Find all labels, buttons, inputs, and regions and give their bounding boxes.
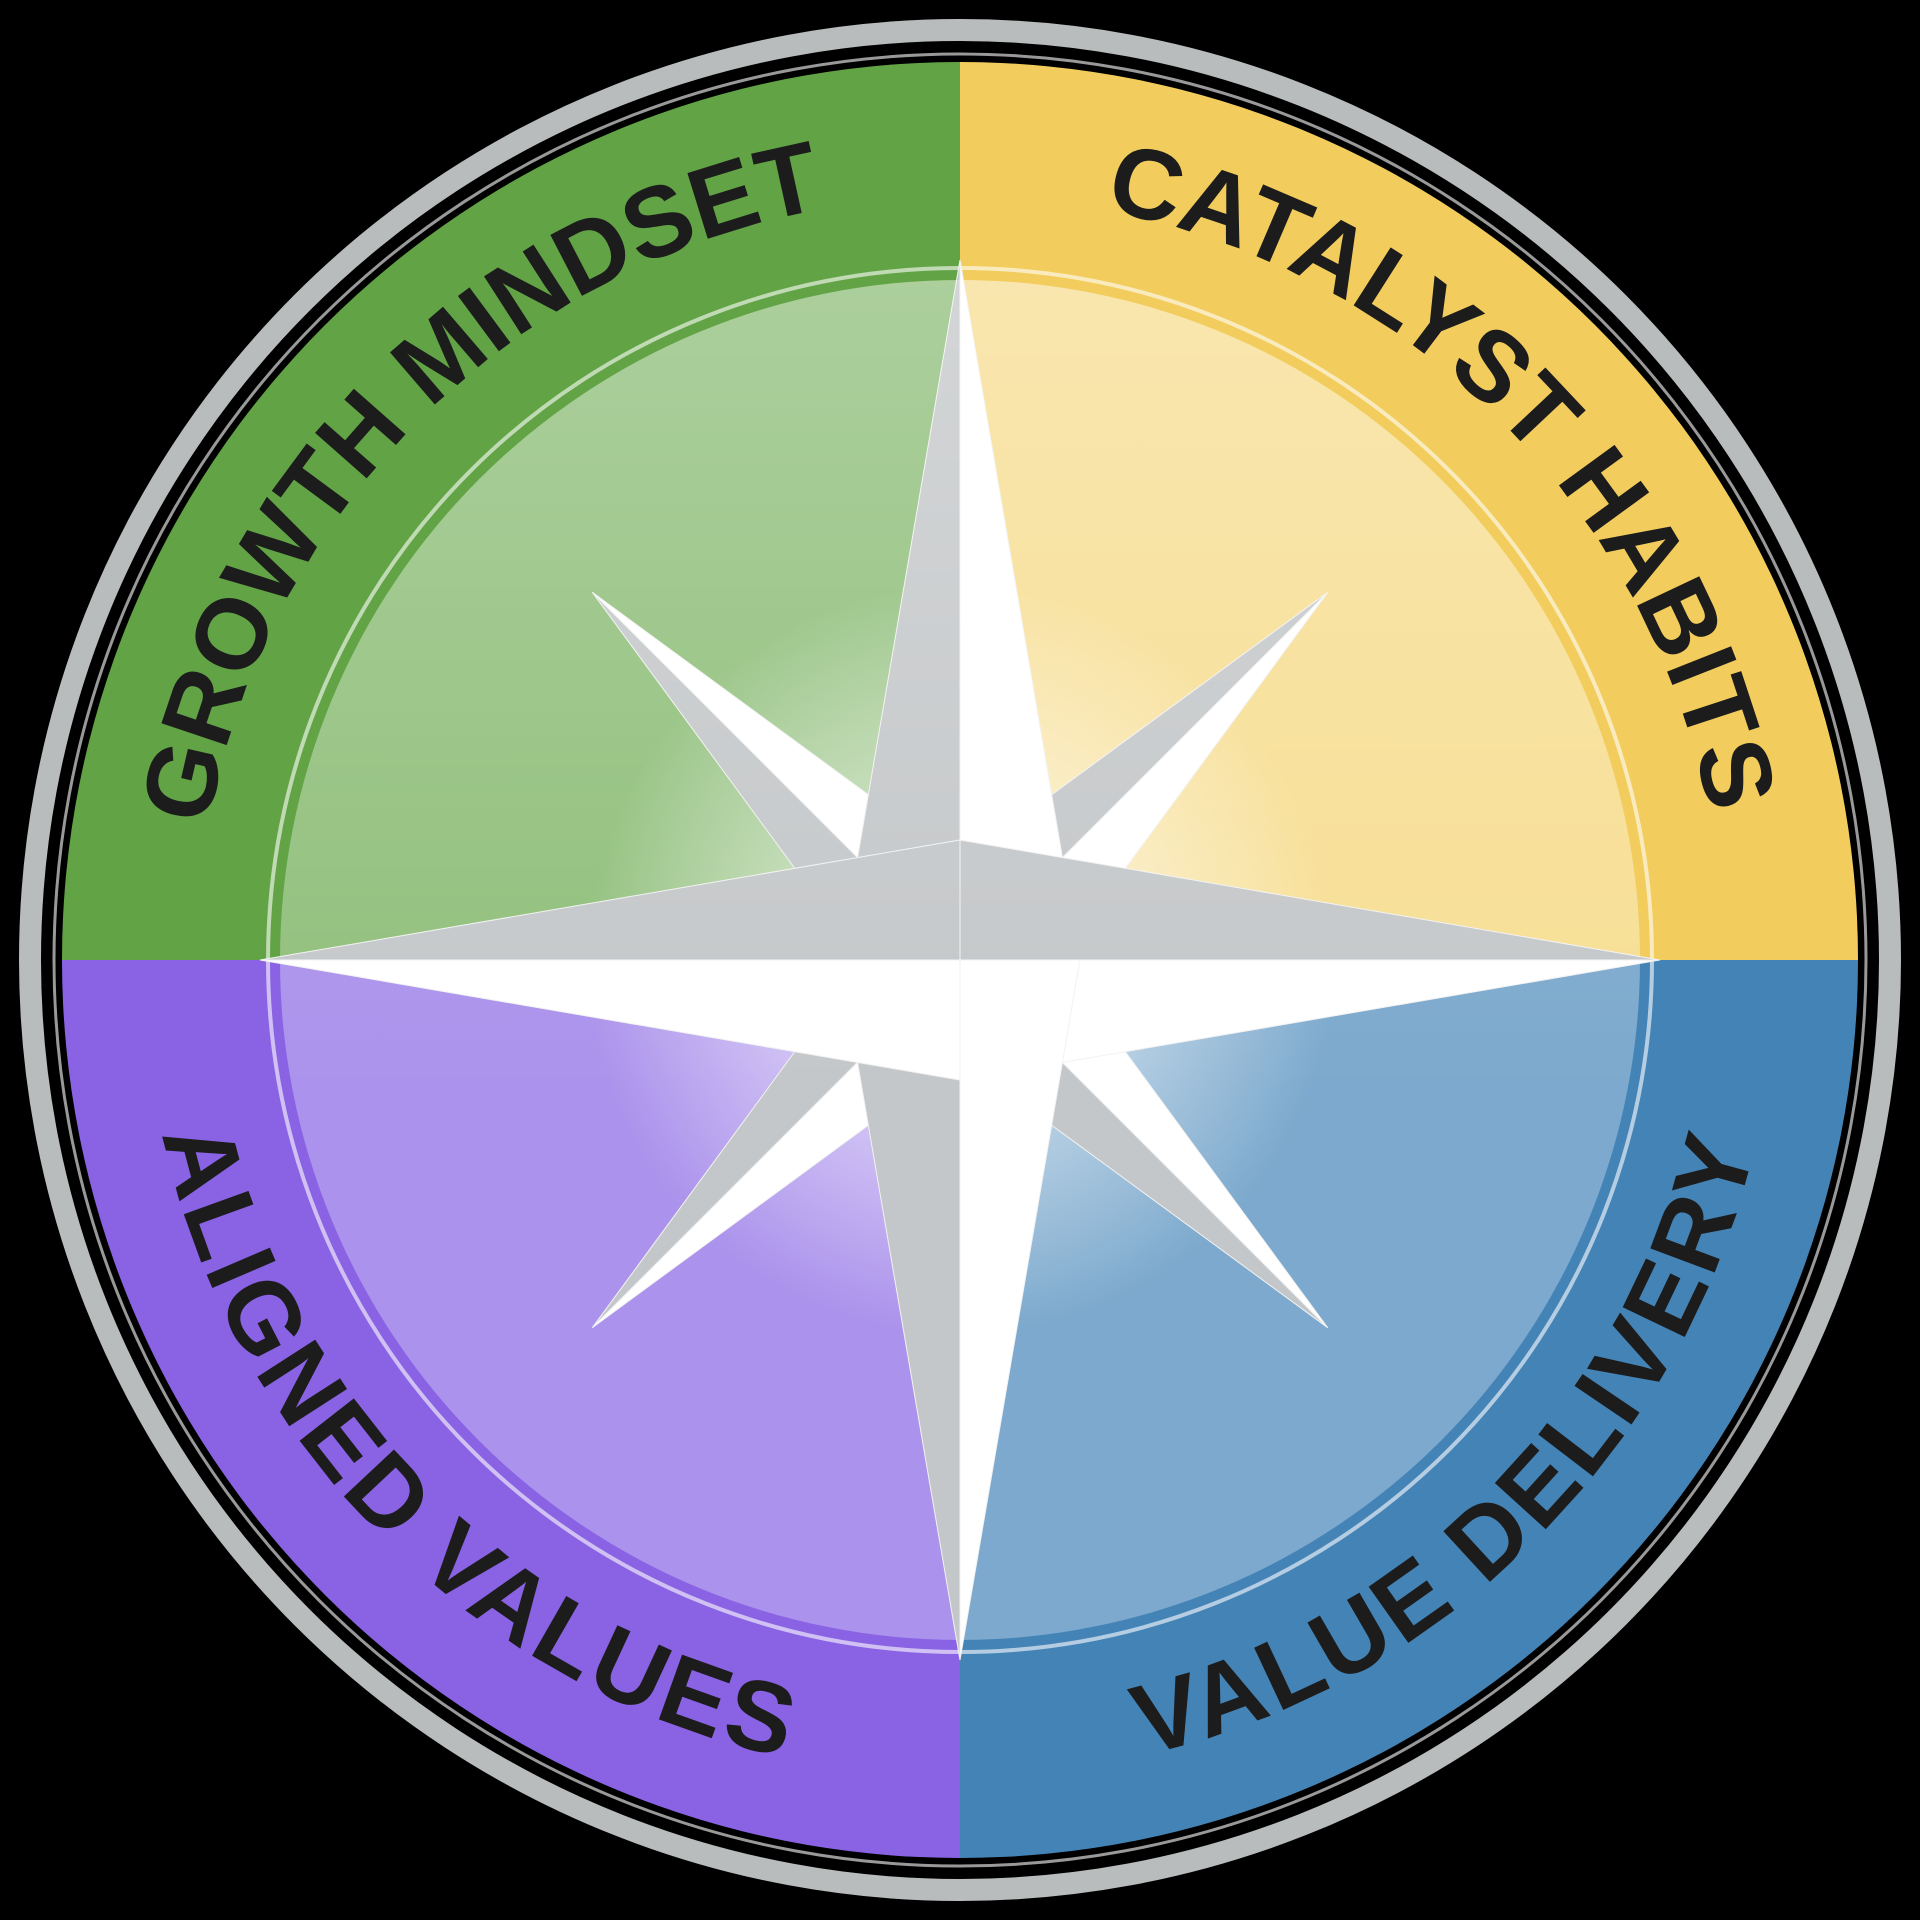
compass-diagram: GROWTH MINDSETCATALYST HABITSVALUE DELIV… bbox=[0, 0, 1920, 1920]
